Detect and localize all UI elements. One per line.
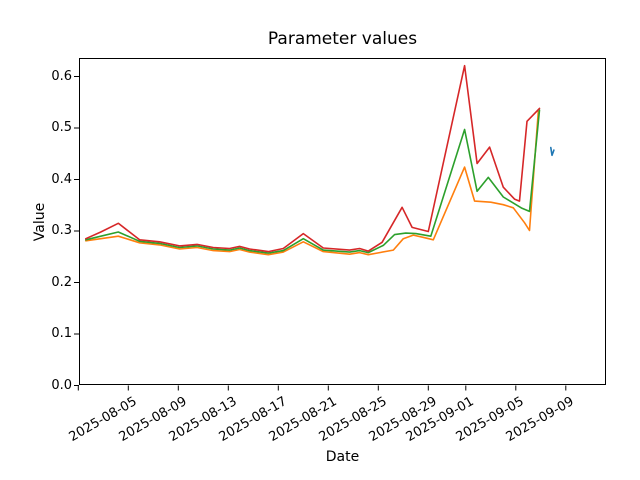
chart-title: Parameter values	[267, 29, 418, 49]
plot-area	[79, 58, 606, 385]
y-axis-label: Value	[32, 202, 48, 242]
y-tick-label: 0.2	[51, 274, 72, 290]
y-tick-label: 0.0	[51, 377, 72, 393]
y-tick-label: 0.4	[51, 171, 72, 187]
series-line-orange	[85, 110, 540, 256]
y-tick-label: 0.5	[51, 120, 72, 135]
series-line-blue	[549, 146, 555, 157]
y-tick-label: 0.3	[51, 223, 72, 238]
y-tick-label: 0.6	[51, 68, 72, 84]
series-line-red	[85, 64, 541, 253]
x-axis-label: Date	[325, 449, 360, 465]
y-tick-label: 0.1	[51, 326, 72, 341]
series-line-green	[85, 109, 541, 254]
